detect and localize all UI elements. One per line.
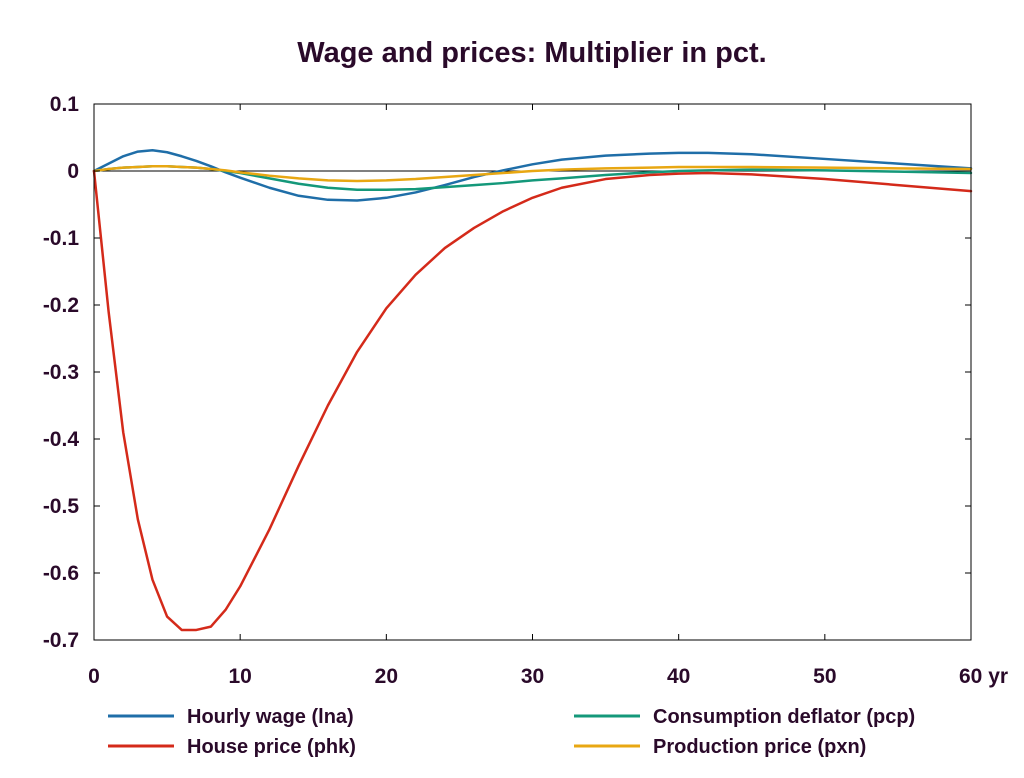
legend-label: Hourly wage (lna) — [187, 706, 354, 728]
y-tick-label: -0.2 — [43, 294, 79, 317]
y-axis: 0.1 0 -0.1 -0.2 -0.3 -0.4 -0.5 -0.6 -0.7 — [43, 93, 971, 652]
y-tick-label: -0.4 — [43, 428, 80, 451]
x-tick-label: 10 — [228, 665, 251, 688]
y-tick-label: 0.1 — [50, 93, 80, 116]
series-line-4 — [92, 165, 973, 183]
y-tick-label: -0.3 — [43, 361, 79, 384]
x-tick-label: 30 — [521, 665, 544, 688]
x-axis: 0 10 20 30 40 50 60 yr — [88, 104, 1008, 688]
series-line-3 — [92, 169, 973, 632]
y-tick-label: -0.6 — [43, 562, 79, 585]
legend-label: Production price (pxn) — [653, 736, 866, 758]
chart-title: Wage and prices: Multiplier in pct. — [297, 37, 766, 69]
y-tick-label: -0.5 — [43, 495, 80, 518]
legend-label: Consumption deflator (pcp) — [653, 706, 915, 728]
x-tick-label: 0 — [88, 665, 100, 688]
x-tick-label: 20 — [375, 665, 398, 688]
x-tick-label: 40 — [667, 665, 690, 688]
x-tick-label: 50 — [813, 665, 836, 688]
legend: Hourly wage (lna) Consumption deflator (p… — [108, 706, 915, 758]
y-tick-label: -0.1 — [43, 227, 80, 250]
legend-label: House price (phk) — [187, 736, 356, 758]
plot-frame — [93, 103, 972, 641]
series-layer — [92, 148, 973, 632]
y-tick-label: 0 — [67, 160, 79, 183]
series-line-1 — [92, 148, 973, 202]
x-tick-label: 60 yr — [959, 665, 1008, 688]
y-tick-label: -0.7 — [43, 629, 79, 652]
